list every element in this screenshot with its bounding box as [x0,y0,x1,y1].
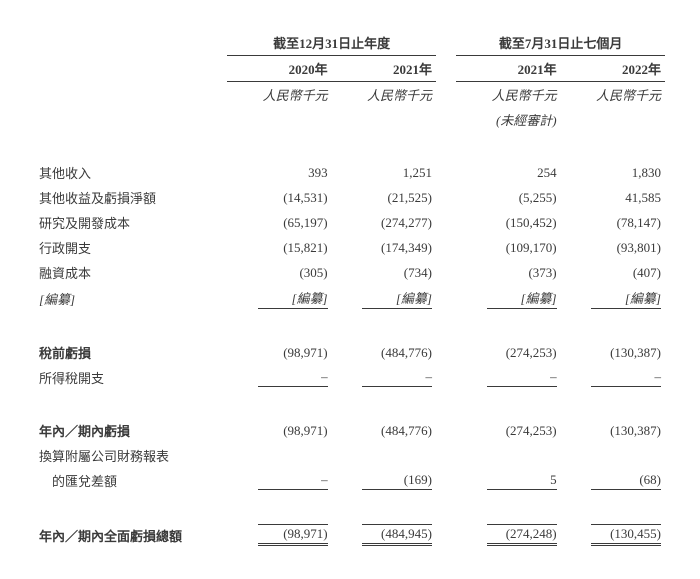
row-other-income: 其他收入 393 1,251 254 1,830 [35,160,665,185]
row-other-gains-losses: 其他收益及虧損淨額 (14,531) (21,525) (5,255) 41,5… [35,185,665,210]
unit-note: (未經審計) [456,107,560,132]
unit-row: 人民幣千元 人民幣千元 人民幣千元 人民幣千元 [35,82,665,108]
unit-2: 人民幣千元 [332,82,436,108]
label: 其他收入 [35,160,227,185]
col-year-4: 2022年 [561,56,665,82]
cell: 393 [227,160,331,185]
row-income-tax: 所得稅開支 – – – – [35,365,665,390]
row-rd-costs: 研究及開發成本 (65,197) (274,277) (150,452) (78… [35,210,665,235]
row-admin-expenses: 行政開支 (15,821) (174,349) (109,170) (93,80… [35,235,665,260]
row-redacted: [編纂] [編纂] [編纂] [編纂] [編纂] [35,285,665,312]
group-header-1: 截至12月31日止年度 [227,30,436,56]
row-loss-before-tax: 稅前虧損 (98,971) (484,776) (274,253) (130,3… [35,340,665,365]
group-header-row: 截至12月31日止年度 截至7月31日止七個月 [35,30,665,56]
unit-1: 人民幣千元 [227,82,331,108]
col-year-3: 2021年 [456,56,560,82]
row-fx-diff-2: 的匯兌差額 – (169) 5 (68) [35,468,665,493]
cell: 1,251 [332,160,436,185]
col-year-2: 2021年 [332,56,436,82]
col-year-1: 2020年 [227,56,331,82]
financial-table: 截至12月31日止年度 截至7月31日止七個月 2020年 2021年 2021… [35,30,665,549]
unit-3: 人民幣千元 [456,82,560,108]
cell: 1,830 [561,160,665,185]
group-header-2: 截至7月31日止七個月 [456,30,665,56]
row-total-comprehensive-loss: 年內／期內全面虧損總額 (98,971) (484,945) (274,248)… [35,521,665,549]
unit-4: 人民幣千元 [561,82,665,108]
year-row: 2020年 2021年 2021年 2022年 [35,56,665,82]
unit-note-row: (未經審計) [35,107,665,132]
row-finance-costs: 融資成本 (305) (734) (373) (407) [35,260,665,285]
row-fx-diff-1: 換算附屬公司財務報表 [35,443,665,468]
row-loss-for-period: 年內／期內虧損 (98,971) (484,776) (274,253) (13… [35,418,665,443]
cell: 254 [456,160,560,185]
